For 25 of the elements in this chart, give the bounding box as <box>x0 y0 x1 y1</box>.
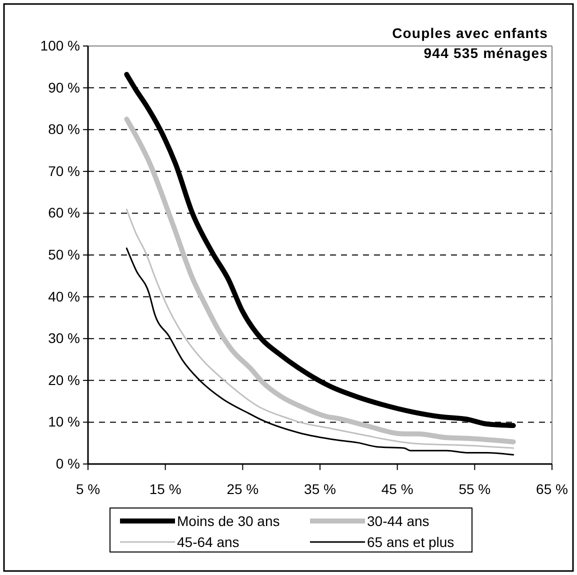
y-tick-label: 40 % <box>48 288 80 304</box>
x-tick-label: 45 % <box>381 481 414 497</box>
y-tick-label: 0 % <box>56 455 80 472</box>
y-tick-label: 90 % <box>48 79 80 96</box>
y-tick-label: 70 % <box>48 162 80 179</box>
y-tick-label: 80 % <box>48 121 80 138</box>
legend-label: 65 ans et plus <box>367 534 454 550</box>
chart-title: Couples avec enfants <box>392 25 548 41</box>
chart-subtitle: 944 535 ménages <box>424 45 548 61</box>
y-tick-label: 10 % <box>48 414 80 430</box>
legend-label: Moins de 30 ans <box>177 513 280 529</box>
legend-label: 45-64 ans <box>177 534 240 550</box>
y-tick-label: 60 % <box>48 204 80 221</box>
legend-label: 30-44 ans <box>367 513 430 529</box>
x-tick-label: 55 % <box>458 481 491 497</box>
y-tick-label: 100 % <box>40 37 80 54</box>
x-tick-label: 35 % <box>304 481 336 497</box>
y-tick-label: 50 % <box>48 246 80 262</box>
y-tick-label: 20 % <box>48 372 80 388</box>
x-tick-label: 25 % <box>226 481 259 497</box>
y-tick-label: 30 % <box>48 330 80 346</box>
x-tick-label: 5 % <box>76 481 100 497</box>
x-tick-label: 65 % <box>536 481 568 497</box>
line-series <box>126 208 514 449</box>
x-tick-label: 15 % <box>149 481 182 497</box>
